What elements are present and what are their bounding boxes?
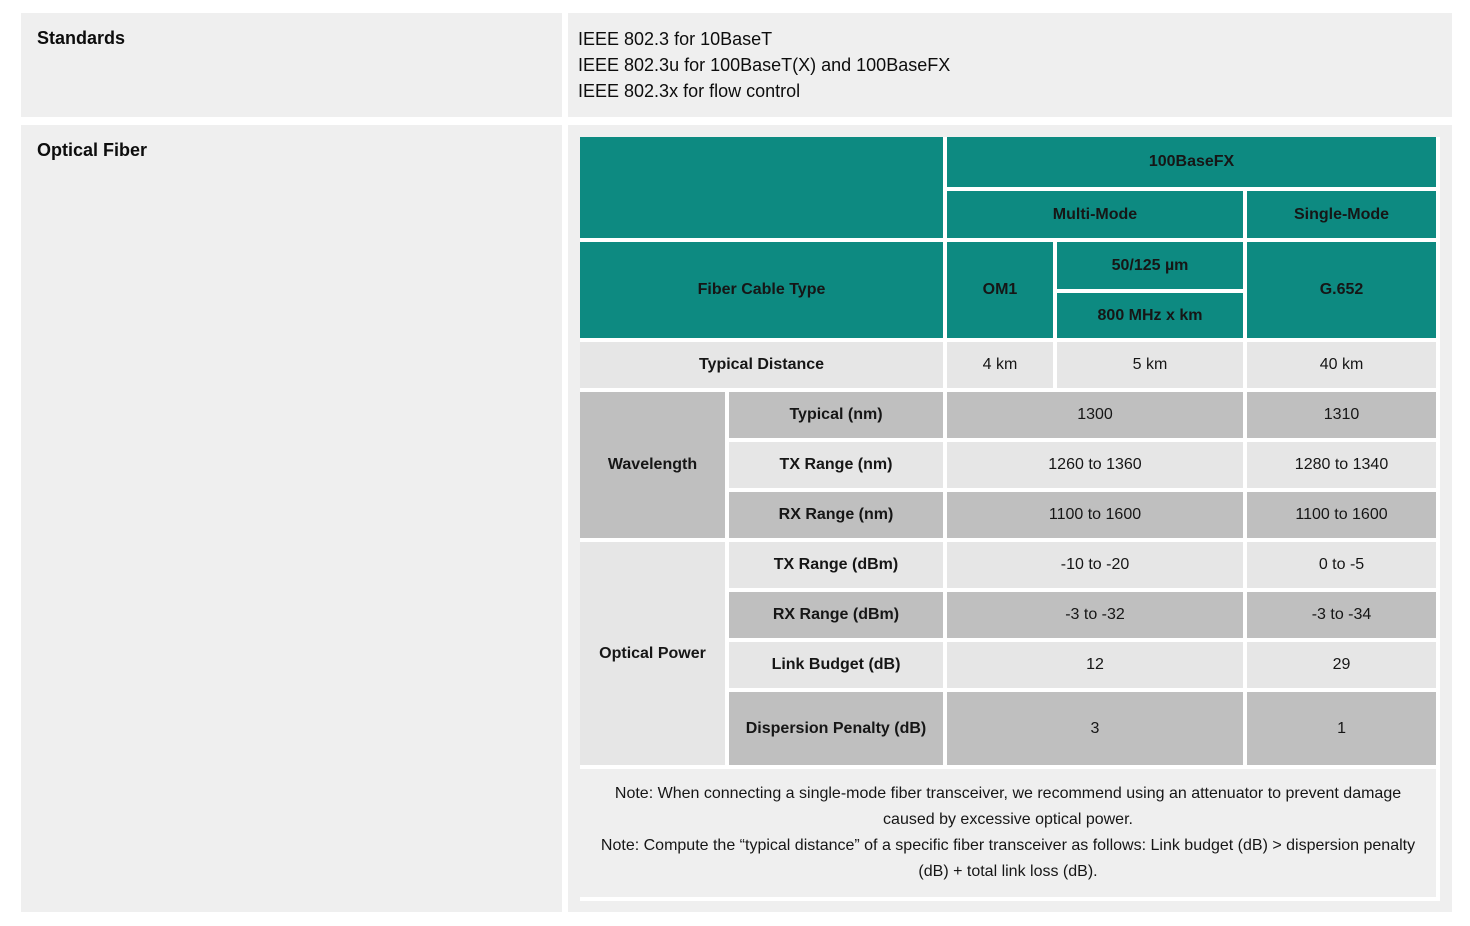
cell-wavelength-typical-mm: 1300 — [947, 392, 1247, 442]
cell-wavelength-rx-range-sm: 1100 to 1600 — [1247, 492, 1441, 542]
cell-header-om1: OM1 — [947, 242, 1057, 342]
cell-link-budget-sm: 29 — [1247, 642, 1441, 692]
cell-wavelength-group-label: Wavelength — [580, 392, 729, 542]
fiber-spec-table: 100BaseFX Multi-Mode Single-Mode Fiber C… — [580, 137, 1441, 901]
cell-wavelength-tx-range-mm: 1260 to 1360 — [947, 442, 1247, 492]
cell-dispersion-penalty-label: Dispersion Penalty (dB) — [729, 692, 947, 769]
cell-wavelength-typical-sm: 1310 — [1247, 392, 1441, 442]
cell-typical-distance-50-125: 5 km — [1057, 342, 1247, 392]
standards-line-2: IEEE 802.3u for 100BaseT(X) and 100BaseF… — [578, 55, 951, 75]
cell-dispersion-penalty-mm: 3 — [947, 692, 1247, 769]
standards-section: Standards IEEE 802.3 for 10BaseT IEEE 80… — [21, 13, 1452, 117]
cell-header-50-125um: 50/125 µm — [1057, 242, 1247, 293]
cell-optical-power-tx-range-mm: -10 to -20 — [947, 542, 1247, 592]
cell-header-single-mode: Single-Mode — [1247, 191, 1441, 242]
standards-label-box: Standards — [21, 13, 562, 117]
optical-fiber-content: 100BaseFX Multi-Mode Single-Mode Fiber C… — [568, 125, 1453, 912]
cell-wavelength-tx-range-sm: 1280 to 1340 — [1247, 442, 1441, 492]
cell-link-budget-label: Link Budget (dB) — [729, 642, 947, 692]
fiber-table-notes: Note: When connecting a single-mode fibe… — [580, 769, 1441, 901]
cell-typical-distance-single-mode: 40 km — [1247, 342, 1441, 392]
cell-dispersion-penalty-sm: 1 — [1247, 692, 1441, 769]
cell-header-spacer — [580, 137, 947, 242]
standards-line-3: IEEE 802.3x for flow control — [578, 81, 801, 101]
cell-header-800mhz-km: 800 MHz x km — [1057, 293, 1247, 342]
cell-optical-power-rx-range-label: RX Range (dBm) — [729, 592, 947, 642]
cell-header-multi-mode: Multi-Mode — [947, 191, 1247, 242]
standards-line-1: IEEE 802.3 for 10BaseT — [578, 29, 773, 49]
cell-wavelength-rx-range-mm: 1100 to 1600 — [947, 492, 1247, 542]
optical-fiber-section: Optical Fiber 100BaseFX Multi-Mode Singl… — [21, 125, 1453, 912]
optical-fiber-label-box: Optical Fiber — [21, 125, 562, 912]
cell-header-100basefx: 100BaseFX — [947, 137, 1441, 191]
standards-label: Standards — [37, 28, 126, 48]
cell-link-budget-mm: 12 — [947, 642, 1247, 692]
cell-wavelength-tx-range-label: TX Range (nm) — [729, 442, 947, 492]
cell-header-fiber-cable-type: Fiber Cable Type — [580, 242, 947, 342]
note-typical-distance-formula: Note: Compute the “typical distance” of … — [600, 837, 1416, 880]
cell-optical-power-rx-range-sm: -3 to -34 — [1247, 592, 1441, 642]
cell-optical-power-rx-range-mm: -3 to -32 — [947, 592, 1247, 642]
cell-wavelength-typical-label: Typical (nm) — [729, 392, 947, 442]
optical-fiber-label: Optical Fiber — [37, 140, 148, 160]
cell-wavelength-rx-range-label: RX Range (nm) — [729, 492, 947, 542]
cell-optical-power-tx-range-label: TX Range (dBm) — [729, 542, 947, 592]
cell-optical-power-tx-range-sm: 0 to -5 — [1247, 542, 1441, 592]
cell-typical-distance-label: Typical Distance — [580, 342, 947, 392]
note-attenuator: Note: When connecting a single-mode fibe… — [614, 785, 1402, 828]
cell-typical-distance-om1: 4 km — [947, 342, 1057, 392]
cell-header-g652: G.652 — [1247, 242, 1441, 342]
cell-optical-power-group-label: Optical Power — [580, 542, 729, 769]
standards-content: IEEE 802.3 for 10BaseT IEEE 802.3u for 1… — [568, 13, 1452, 117]
